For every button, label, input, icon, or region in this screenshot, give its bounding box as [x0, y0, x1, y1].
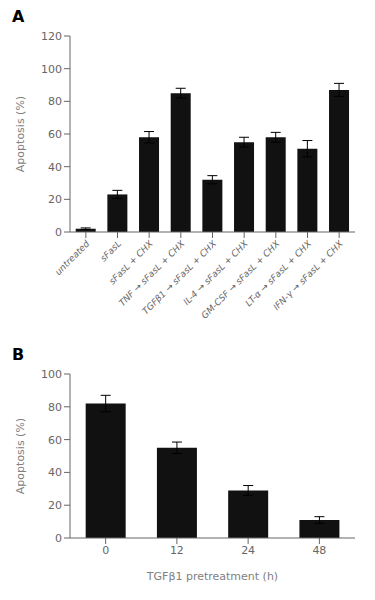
- svg-text:IL-4 → sFasL + CHX: IL-4 → sFasL + CHX: [181, 238, 250, 307]
- svg-text:sFasL + CHX: sFasL + CHX: [107, 238, 155, 287]
- svg-text:48: 48: [312, 544, 326, 557]
- svg-text:100: 100: [41, 368, 62, 381]
- svg-text:60: 60: [48, 128, 62, 141]
- svg-text:TNF → sFasL + CHX: TNF → sFasL + CHX: [117, 238, 187, 308]
- svg-text:TGFβ1 pretreatment (h): TGFβ1 pretreatment (h): [146, 570, 278, 583]
- svg-text:TGFβ1 → sFasL + CHX: TGFβ1 → sFasL + CHX: [140, 238, 219, 317]
- svg-text:120: 120: [41, 30, 62, 43]
- svg-text:24: 24: [241, 544, 255, 557]
- svg-text:Apoptosis (%): Apoptosis (%): [14, 96, 27, 172]
- html-text:A: A: [12, 7, 25, 26]
- svg-text:sFasL: sFasL: [98, 239, 123, 264]
- svg-text:0: 0: [102, 544, 109, 557]
- svg-text:LT-α → sFasL + CHX: LT-α → sFasL + CHX: [243, 238, 314, 309]
- svg-text:40: 40: [48, 466, 62, 479]
- svg-text:untreated: untreated: [53, 238, 92, 277]
- svg-text:0: 0: [55, 532, 62, 545]
- svg-text:100: 100: [41, 63, 62, 76]
- svg-text:80: 80: [48, 401, 62, 414]
- svg-text:0: 0: [55, 226, 62, 239]
- svg-text:IFN-γ → sFasL + CHX: IFN-γ → sFasL + CHX: [271, 238, 345, 312]
- svg-text:80: 80: [48, 95, 62, 108]
- svg-text:Apoptosis (%): Apoptosis (%): [14, 418, 27, 494]
- svg-text:GM-CSF → sFasL + CHX: GM-CSF → sFasL + CHX: [199, 238, 282, 321]
- svg-text:20: 20: [48, 499, 62, 512]
- svg-text:40: 40: [48, 161, 62, 174]
- svg-text:20: 20: [48, 193, 62, 206]
- svg-text:12: 12: [170, 544, 184, 557]
- html-text:B: B: [12, 345, 25, 364]
- svg-text:60: 60: [48, 434, 62, 447]
